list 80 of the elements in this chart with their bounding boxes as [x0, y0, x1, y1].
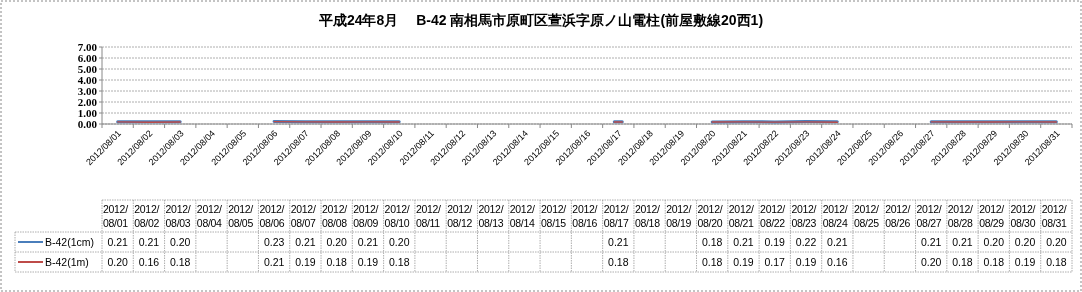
- category-label: 2012/08/29: [979, 203, 1004, 229]
- data-label: 0.21: [608, 236, 629, 248]
- data-label: 0.20: [920, 256, 942, 268]
- data-label: 0.21: [263, 256, 285, 268]
- data-label: 0.21: [733, 236, 754, 248]
- category-label: 2012/08/22: [760, 203, 785, 229]
- data-label: 0.18: [326, 256, 348, 268]
- data-label: 0.16: [827, 256, 848, 268]
- data-label: 0.18: [701, 256, 723, 268]
- category-label: 2012/08/05: [228, 203, 253, 229]
- data-label: 0.18: [170, 256, 191, 268]
- data-label: 0.20: [107, 256, 129, 268]
- data-label: 0.21: [827, 236, 848, 248]
- data-label: 0.20: [983, 236, 1005, 248]
- data-label: 0.20: [389, 236, 410, 248]
- data-label: 0.20: [1014, 236, 1036, 248]
- category-label: 2012/08/11: [415, 203, 441, 229]
- data-label: 0.18: [983, 256, 1005, 268]
- category-label: 2012/08/24: [822, 203, 848, 229]
- chart-title: 平成24年8月 B-42 南相馬市原町区萱浜字原ノ山電柱(前屋敷線20西1): [317, 12, 764, 28]
- category-label: 2012/08/31: [1041, 203, 1067, 229]
- data-label: 0.18: [952, 256, 973, 268]
- category-label: 2012/08/28: [947, 203, 973, 229]
- data-label: 0.19: [795, 256, 817, 268]
- data-label: 0.21: [107, 236, 129, 248]
- category-label: 2012/08/26: [885, 203, 911, 229]
- data-label: 0.20: [1046, 236, 1067, 248]
- data-label: 0.18: [389, 256, 410, 268]
- data-label: 0.18: [701, 236, 723, 248]
- data-label: 0.17: [764, 256, 786, 268]
- data-label: 0.20: [170, 236, 191, 248]
- data-label: 0.18: [1046, 256, 1067, 268]
- y-tick-label: 1.00: [77, 107, 98, 119]
- data-label: 0.21: [952, 236, 973, 248]
- category-label: 2012/08/18: [634, 203, 660, 229]
- data-label: 0.21: [357, 236, 379, 248]
- data-label: 0.20: [326, 236, 348, 248]
- y-tick-label: 3.00: [77, 85, 98, 97]
- data-label: 0.21: [138, 236, 160, 248]
- category-label: 2012/08/06: [259, 203, 285, 229]
- y-tick-label: 5.00: [77, 63, 98, 75]
- y-tick-label: 4.00: [77, 74, 98, 86]
- category-label: 2012/08/02: [134, 203, 160, 229]
- category-label: 2012/08/09: [353, 203, 379, 229]
- category-label: 2012/08/14: [509, 203, 535, 229]
- y-tick-label: 6.00: [77, 52, 98, 64]
- category-label: 2012/08/10: [384, 203, 410, 229]
- data-label: 0.23: [263, 236, 285, 248]
- category-label: 2012/08/20: [697, 203, 723, 229]
- data-label: 0.16: [138, 256, 160, 268]
- data-label: 0.19: [1014, 256, 1036, 268]
- category-label: 2012/08/16: [572, 203, 598, 229]
- category-label: 2012/08/01: [103, 203, 128, 229]
- data-label: 0.19: [295, 256, 316, 268]
- data-label: 0.21: [295, 236, 316, 248]
- data-label: 0.22: [795, 236, 817, 248]
- y-tick-label: 2.00: [77, 96, 98, 108]
- y-tick-label: 7.00: [77, 41, 98, 53]
- category-label: 2012/08/27: [916, 203, 942, 229]
- category-label: 2012/08/04: [196, 203, 222, 229]
- legend-label: B-42(1m): [45, 256, 89, 268]
- category-label: 2012/08/23: [791, 203, 817, 229]
- category-label: 2012/08/08: [322, 203, 347, 229]
- data-label: 0.18: [608, 256, 629, 268]
- category-label: 2012/08/21: [728, 203, 754, 229]
- data-label: 0.19: [764, 236, 786, 248]
- category-label: 2012/08/03: [165, 203, 191, 229]
- category-label: 2012/08/12: [447, 203, 472, 229]
- y-tick-label: 0.00: [77, 118, 98, 130]
- category-label: 2012/08/15: [541, 203, 566, 229]
- data-label: 0.19: [733, 256, 754, 268]
- category-label: 2012/08/30: [1010, 203, 1036, 229]
- category-label: 2012/08/07: [290, 203, 316, 229]
- data-label: 0.19: [357, 256, 379, 268]
- category-label: 2012/08/13: [478, 203, 504, 229]
- category-label: 2012/08/17: [603, 203, 629, 229]
- category-label: 2012/08/19: [666, 203, 692, 229]
- data-label: 0.21: [920, 236, 942, 248]
- category-label: 2012/08/25: [853, 203, 879, 229]
- legend-label: B-42(1cm): [45, 236, 95, 248]
